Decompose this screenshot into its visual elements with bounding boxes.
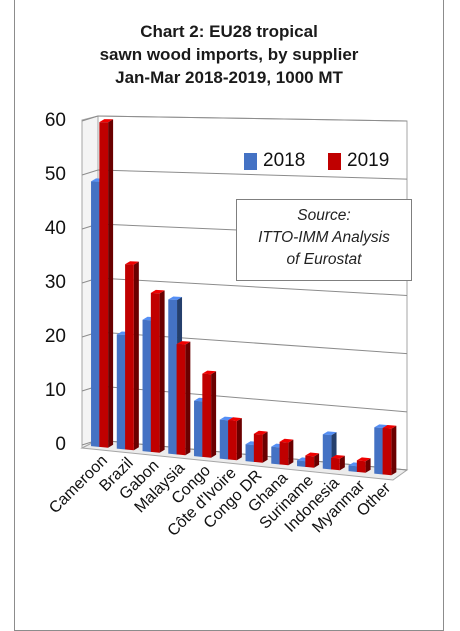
bar-side <box>236 418 242 461</box>
bar-top <box>279 438 294 443</box>
bar-side <box>108 119 114 448</box>
y-tick-label: 40 <box>45 218 66 239</box>
bar-front <box>91 181 100 447</box>
chart-title-line-2: sawn wood imports, by supplier <box>99 45 359 64</box>
bar-front <box>356 460 366 473</box>
bar-top <box>305 452 320 457</box>
bar-front <box>176 344 186 456</box>
bar-front <box>99 122 109 448</box>
bar-side <box>339 455 345 471</box>
bar-top <box>382 425 397 429</box>
bar-front <box>219 419 229 460</box>
legend-label-2019: 2019 <box>347 150 390 171</box>
source-line-1: Source: <box>297 207 351 224</box>
y-tick-label: 50 <box>45 164 66 185</box>
bar-front <box>168 299 178 455</box>
gridline <box>97 169 408 180</box>
bar-front <box>150 292 160 453</box>
bar-front <box>245 444 255 462</box>
bar-side <box>159 290 165 453</box>
bar-side <box>391 425 397 476</box>
bar-2019-4 <box>202 370 217 458</box>
bar-side <box>262 431 268 463</box>
bar-top <box>202 370 217 375</box>
bar-front <box>253 433 263 463</box>
bar-side <box>365 458 371 473</box>
bar-front <box>142 319 152 452</box>
gridline <box>97 277 408 296</box>
bar-side <box>185 341 191 456</box>
bar-top <box>322 431 337 436</box>
bar-2019-8 <box>305 452 320 468</box>
bar-front <box>331 457 340 471</box>
source-line-2: ITTO-IMM Analysis <box>258 229 390 246</box>
bar-front <box>348 465 358 472</box>
bar-2019-0 <box>99 119 114 448</box>
bar-top <box>125 261 139 265</box>
bar-side <box>133 261 139 451</box>
bar-front <box>297 460 306 467</box>
bar-top <box>228 417 242 422</box>
source-annotation: Source: ITTO-IMM Analysis of Eurostat <box>236 199 412 281</box>
bar-front <box>374 427 384 475</box>
bar-top <box>176 341 191 345</box>
gridline-side <box>81 169 99 176</box>
bar-top <box>331 454 345 459</box>
gridline <box>97 115 408 122</box>
bar-front <box>202 373 212 458</box>
bar-top <box>150 289 165 294</box>
bar-2019-5 <box>228 417 242 461</box>
gridline-side <box>81 115 99 122</box>
y-tick-label: 10 <box>45 380 66 401</box>
bar-2019-7 <box>279 438 294 466</box>
legend-swatch-2018 <box>244 153 257 170</box>
bar-front <box>116 334 126 450</box>
bar-2019-11 <box>382 425 397 476</box>
legend-swatch-2019 <box>328 153 341 170</box>
bar-front <box>382 428 392 476</box>
bar-front <box>271 446 281 465</box>
y-tick-label: 60 <box>45 110 66 131</box>
bar-front <box>125 264 134 451</box>
bar-2019-9 <box>331 454 345 471</box>
y-tick-label: 20 <box>45 326 66 347</box>
bar-front <box>279 441 289 466</box>
y-axis: 0 10 20 30 40 50 60 <box>45 110 66 455</box>
bar-front <box>322 434 332 470</box>
source-line-3: of Eurostat <box>286 251 362 268</box>
bar-top <box>168 296 183 300</box>
y-tick-label: 0 <box>55 434 66 455</box>
bar-2019-10 <box>356 457 371 473</box>
chart-title-line-3: Jan-Mar 2018-2019, 1000 MT <box>115 68 343 87</box>
bar-front <box>305 455 315 468</box>
chart-title-line-1: Chart 2: EU28 tropical <box>140 22 318 41</box>
bar-top <box>356 457 371 462</box>
bar-front <box>228 420 237 461</box>
bar-2019-1 <box>125 261 139 451</box>
bar-2019-3 <box>176 341 191 456</box>
y-tick-label: 30 <box>45 272 66 293</box>
bar-top <box>253 430 268 435</box>
bar-top <box>99 119 114 123</box>
bar-side <box>211 371 217 458</box>
legend-label-2018: 2018 <box>263 150 306 171</box>
bar-side <box>314 453 320 468</box>
bar-2019-2 <box>150 289 165 453</box>
bar-front <box>194 400 203 457</box>
bar-2019-6 <box>253 430 268 463</box>
bars <box>91 119 397 476</box>
bar-side <box>288 439 294 466</box>
